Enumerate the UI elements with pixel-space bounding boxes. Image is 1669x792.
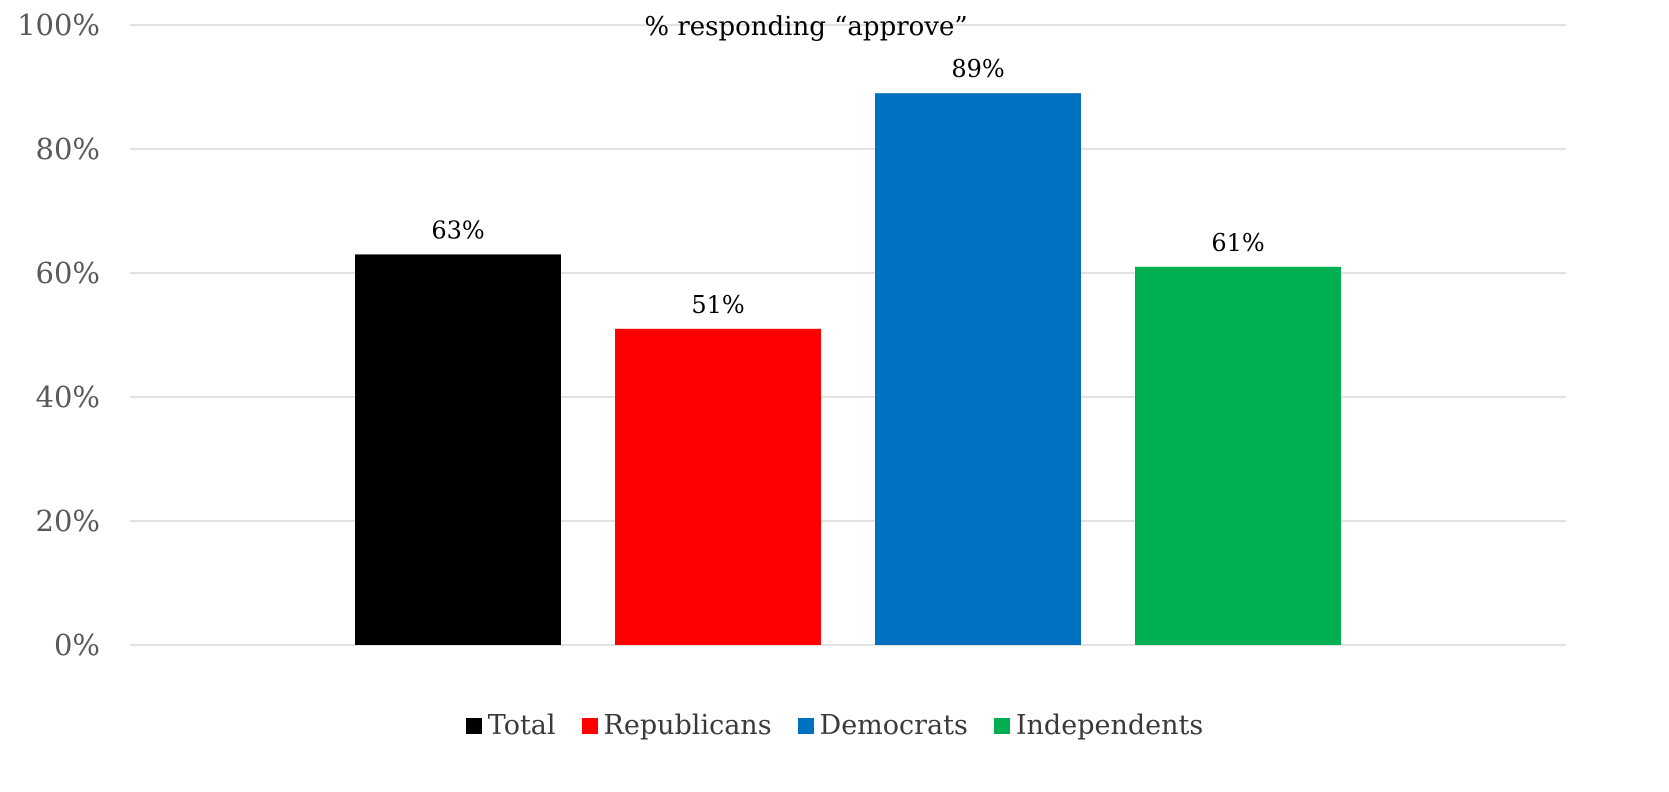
bar-democrats [875, 93, 1081, 645]
y-tick-label: 20% [36, 504, 100, 538]
legend: Total Republicans Democrats Independents [0, 710, 1669, 741]
y-axis-tick-labels: 0% 20% 40% 60% 80% 100% [17, 8, 100, 662]
legend-swatch [581, 717, 598, 734]
data-label-republicans: 51% [691, 291, 744, 319]
legend-label: Republicans [603, 710, 772, 741]
chart-title: % responding “approve” [644, 12, 967, 42]
bar-independents [1135, 266, 1341, 645]
legend-swatch [993, 717, 1010, 734]
legend-item-independents: Independents [993, 710, 1204, 741]
y-tick-label: 40% [36, 380, 100, 414]
legend-label: Democrats [819, 710, 968, 741]
bars [355, 93, 1341, 645]
gridlines [130, 24, 1566, 646]
legend-label: Total [487, 710, 556, 741]
data-label-democrats: 89% [951, 55, 1004, 83]
bar-republicans [615, 328, 821, 645]
legend-item-democrats: Democrats [797, 710, 968, 741]
data-labels: 63% 51% 89% 61% [431, 55, 1264, 319]
y-tick-label: 100% [17, 8, 100, 42]
y-tick-label: 60% [36, 256, 100, 290]
y-tick-label: 80% [36, 132, 100, 166]
legend-item-republicans: Republicans [581, 710, 772, 741]
legend-item-total: Total [465, 710, 556, 741]
legend-swatch [465, 717, 482, 734]
legend-label: Independents [1015, 710, 1204, 741]
y-tick-label: 0% [54, 628, 100, 662]
data-label-total: 63% [431, 216, 484, 244]
data-label-independents: 61% [1211, 229, 1264, 257]
legend-swatch [797, 717, 814, 734]
bar-total [355, 254, 561, 645]
